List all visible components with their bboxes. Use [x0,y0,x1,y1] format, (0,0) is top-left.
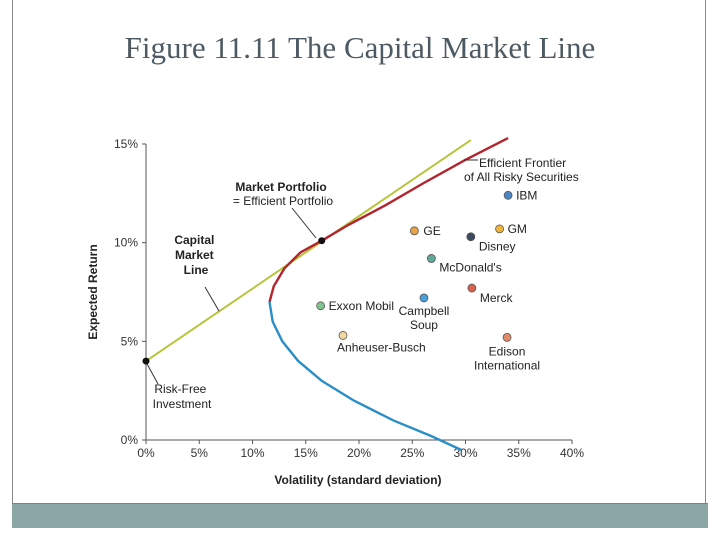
x-tick-label: 40% [560,446,584,460]
security-label: Exxon Mobil [329,299,394,313]
security-point [503,190,513,200]
capital-market-line [145,139,472,362]
security-label: Anheuser-Busch [337,340,426,354]
risk-free-leader [145,361,159,385]
cml-label-line-2: Market [175,248,214,262]
slide-title: Figure 11.11 The Capital Market Line [124,30,596,65]
security-label: Merck [480,291,514,305]
market-portfolio-label: Market Portfolio = Efficient Portfolio [233,178,333,208]
security-label: Edison International [474,344,540,372]
risk-free-point [142,357,150,365]
security-label: Disney [479,240,516,254]
x-axis-label: Volatility (standard deviation) [274,473,441,487]
y-tick-label: 5% [121,334,139,348]
y-axis-label: Expected Return [86,244,100,339]
x-tick-label: 15% [294,446,318,460]
frontier-label-line-1: Efficient Frontier [479,156,566,170]
cml-label-line-3: Line [184,263,209,277]
frontier-label: Efficient Frontier of All Risky Securiti… [464,156,579,184]
security-label: Campbell Soup [399,304,450,332]
y-tick-label: 15% [114,137,138,151]
x-tick-label: 10% [240,446,264,460]
market-portfolio-leader [291,207,317,239]
x-tick-label: 35% [507,446,531,460]
security-point [427,254,436,263]
security-label: GE [423,224,440,238]
risk-free-label-line-2: Investment [153,397,212,411]
market-portfolio-point [318,237,326,245]
frontier-label-line-2: of All Risky Securities [464,170,579,184]
y-tick-label: 0% [121,433,139,447]
x-tick-label: 20% [347,446,371,460]
security-point [495,224,504,234]
y-tick-label: 10% [114,236,138,250]
cml-label-leader [204,286,220,312]
security-point [316,301,326,311]
x-tick-label: 0% [137,446,155,460]
risk-free-label: Risk-Free Investment [153,382,212,411]
security-label: McDonald's [439,260,501,274]
security-point [338,331,348,340]
security-point [409,226,419,236]
cml-label: Capital Market Line [174,233,217,277]
slide-frame [12,0,706,526]
security-label: GM [508,222,527,236]
security-label: IBM [516,188,537,202]
efficient-frontier-lower [268,301,462,451]
security-point [467,283,477,293]
security-point [419,293,429,303]
slide-footer-bar [12,503,708,528]
risk-free-label-line-1: Risk-Free [154,382,206,396]
market-portfolio-label-line-2: = Efficient Portfolio [233,194,333,208]
security-point [466,232,476,242]
x-tick-label: 5% [191,446,209,460]
security-point [502,332,512,342]
cml-label-line-1: Capital [174,233,214,247]
market-portfolio-label-line-1: Market Portfolio [235,180,326,194]
efficient-frontier-upper [268,137,509,303]
x-tick-label: 25% [400,446,424,460]
